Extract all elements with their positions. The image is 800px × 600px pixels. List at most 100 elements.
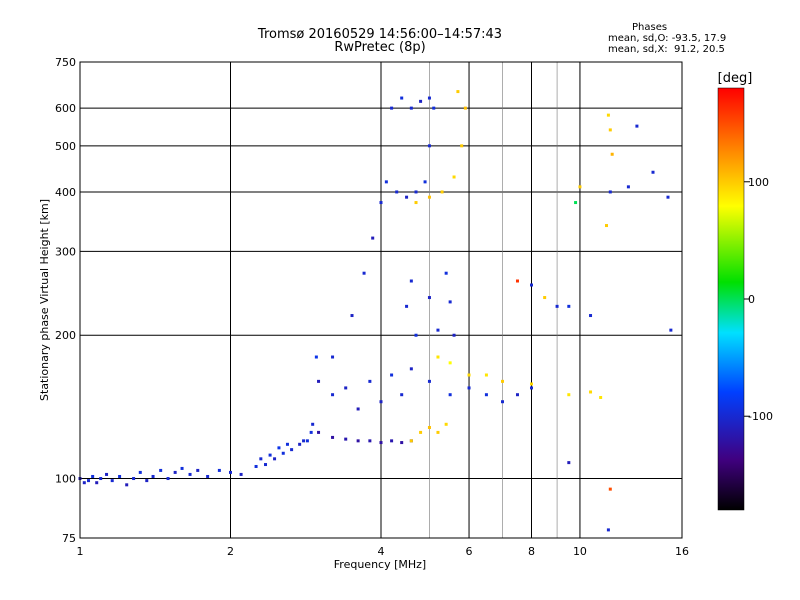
data-point	[368, 439, 372, 443]
data-point	[436, 430, 440, 434]
plot-frame	[79, 61, 683, 539]
data-point	[440, 190, 444, 194]
colorbar-tick-label: 0	[748, 293, 755, 306]
data-point	[145, 479, 149, 483]
colorbar-label: [deg]	[718, 71, 753, 86]
data-point	[217, 468, 221, 472]
data-point	[390, 373, 394, 377]
data-point	[409, 367, 413, 371]
data-point	[371, 236, 375, 240]
data-point	[317, 430, 321, 434]
data-point	[350, 314, 354, 318]
data-point	[448, 361, 452, 365]
data-point	[344, 386, 348, 390]
data-point	[414, 190, 418, 194]
data-point	[314, 355, 318, 359]
data-point	[138, 470, 142, 474]
data-point	[452, 333, 456, 337]
data-point	[419, 99, 423, 103]
data-point	[110, 479, 114, 483]
data-point	[173, 470, 177, 474]
data-point	[606, 528, 610, 532]
data-point	[229, 470, 232, 474]
data-point	[317, 379, 321, 383]
data-point	[305, 439, 309, 443]
data-point	[414, 201, 418, 205]
data-point	[423, 180, 427, 184]
data-point	[456, 90, 460, 94]
data-point	[604, 224, 608, 228]
x-tick-label: 4	[378, 545, 385, 558]
y-tick-label: 75	[62, 532, 76, 545]
data-point	[484, 393, 488, 397]
data-point	[515, 279, 519, 283]
data-point	[298, 442, 302, 446]
phases-heading: Phases	[632, 22, 668, 33]
data-point	[567, 461, 571, 465]
colorbar-tick-label: 100	[748, 176, 769, 189]
x-axis-label: Frequency [MHz]	[334, 558, 426, 571]
data-point	[87, 479, 91, 483]
data-point	[95, 481, 99, 485]
data-point	[427, 296, 431, 300]
data-point	[281, 451, 285, 455]
data-point	[610, 152, 614, 156]
data-point	[206, 474, 210, 478]
data-point	[427, 96, 431, 100]
data-point	[409, 279, 413, 283]
data-point	[356, 407, 360, 411]
data-point	[452, 175, 456, 179]
data-point	[589, 314, 593, 318]
data-point	[400, 96, 404, 100]
data-point	[180, 466, 184, 470]
data-point	[436, 328, 440, 332]
x-tick-label: 1	[77, 545, 84, 558]
data-point	[448, 393, 452, 397]
data-point	[395, 190, 399, 194]
data-point	[567, 304, 571, 308]
data-point	[331, 355, 335, 359]
y-tick-label: 500	[55, 140, 76, 153]
data-point	[132, 477, 136, 481]
data-point	[409, 439, 413, 443]
data-point	[555, 304, 559, 308]
x-tick-label: 8	[528, 545, 535, 558]
data-point	[277, 446, 281, 450]
data-point	[444, 271, 448, 275]
data-point	[331, 393, 335, 397]
data-point	[379, 400, 383, 404]
data-point	[268, 453, 272, 457]
y-tick-label: 300	[55, 245, 76, 258]
phases-x-stat: mean, sd,X: 91.2, 20.5	[608, 44, 725, 55]
data-point	[166, 477, 170, 481]
data-point	[99, 477, 103, 481]
colorbar-tick-label: -100	[748, 410, 773, 423]
data-point	[460, 144, 464, 148]
data-point	[311, 422, 315, 426]
data-point	[239, 472, 243, 476]
data-point	[530, 386, 533, 390]
x-axis: 1 2 4 6 8 10 16	[77, 545, 690, 558]
data-point	[82, 481, 86, 485]
x-tick-label: 10	[573, 545, 587, 558]
data-point	[254, 464, 258, 468]
data-point	[543, 296, 547, 300]
data-point	[574, 201, 578, 205]
data-point	[405, 304, 409, 308]
data-point	[390, 106, 394, 110]
data-point	[651, 170, 655, 174]
data-point	[608, 487, 612, 491]
data-point	[362, 271, 366, 275]
data-point	[467, 373, 471, 377]
data-point	[356, 439, 360, 443]
data-point	[669, 328, 673, 332]
y-tick-label: 750	[55, 56, 76, 69]
data-point	[599, 395, 603, 399]
data-point	[379, 441, 383, 445]
y-axis-label: Stationary phase Virtual Height [km]	[38, 199, 51, 401]
data-point	[436, 355, 440, 359]
data-point	[259, 457, 263, 461]
data-point	[91, 474, 95, 478]
x-tick-label: 16	[675, 545, 689, 558]
